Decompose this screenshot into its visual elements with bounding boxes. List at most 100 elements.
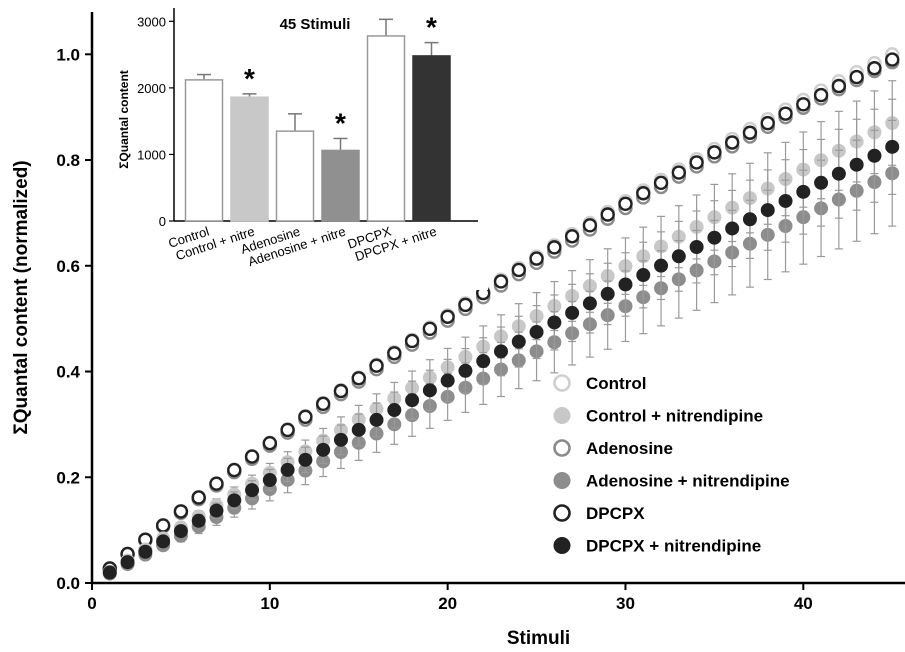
data-point <box>600 286 615 301</box>
data-point <box>440 373 455 388</box>
x-axis-title: Stimuli <box>507 628 570 649</box>
legend-label: Adenosine <box>586 439 673 458</box>
data-point <box>778 106 793 121</box>
y-tick-label: 0.6 <box>56 257 80 276</box>
data-point <box>458 363 473 378</box>
legend-label: Control <box>586 374 646 393</box>
data-point <box>155 518 171 533</box>
data-point <box>707 145 722 160</box>
data-point <box>333 383 349 399</box>
data-point <box>547 240 562 255</box>
data-point <box>387 346 402 361</box>
data-point <box>796 97 811 112</box>
y-tick-label: 0.2 <box>56 468 80 487</box>
data-point <box>831 78 847 94</box>
data-point <box>653 175 669 191</box>
data-point <box>885 52 900 67</box>
data-point <box>582 296 597 311</box>
data-point <box>511 334 526 349</box>
data-point <box>422 321 438 337</box>
data-point <box>227 493 242 508</box>
inset-y-axis-title: ΣQuantal content <box>117 70 131 169</box>
x-tick-label: 30 <box>616 594 635 613</box>
data-point <box>529 251 544 266</box>
series-5 <box>102 98 900 580</box>
data-point <box>209 476 224 491</box>
data-point <box>138 544 153 559</box>
data-point <box>796 184 811 199</box>
data-point <box>565 305 580 320</box>
data-point <box>618 196 633 212</box>
data-point <box>618 277 633 292</box>
data-point <box>564 229 580 244</box>
data-point <box>102 565 117 580</box>
data-point <box>262 435 278 451</box>
data-point <box>245 483 260 498</box>
data-point <box>440 309 455 324</box>
data-point <box>227 462 242 478</box>
legend-label: Control + nitrendipine <box>586 407 763 426</box>
data-point <box>724 135 740 150</box>
data-point <box>120 555 135 570</box>
data-point <box>191 490 206 505</box>
legend-label: DPCPX <box>586 504 645 523</box>
data-point <box>813 87 829 103</box>
data-point <box>582 218 598 233</box>
data-point <box>173 504 189 519</box>
data-point <box>173 524 188 539</box>
data-point <box>405 393 420 408</box>
data-point <box>351 371 366 386</box>
x-tick-label: 40 <box>794 594 813 613</box>
legend-label: Adenosine + nitrendipine <box>586 472 790 491</box>
inset-bar <box>366 35 406 222</box>
data-point <box>689 239 704 254</box>
data-point <box>387 403 402 418</box>
data-point <box>547 315 562 330</box>
legend-label: DPCPX + nitrendipine <box>586 537 761 556</box>
data-point <box>814 175 829 190</box>
inset-y-tick-label: 0 <box>159 214 166 229</box>
data-point <box>422 383 437 398</box>
data-point <box>458 297 473 313</box>
data-point <box>404 333 420 349</box>
x-tick-label: 10 <box>260 594 279 613</box>
legend: Control Control + nitrendipine Adenosine Ad… <box>553 374 790 556</box>
data-point <box>867 148 882 163</box>
data-point <box>654 258 669 273</box>
y-axis-title: ΣQuantal content (normalized) <box>11 160 32 434</box>
legend-marker <box>553 537 571 554</box>
inset-bar <box>184 79 224 222</box>
data-point <box>298 452 313 467</box>
legend-marker <box>553 407 571 424</box>
significance-marker: * <box>244 63 255 94</box>
data-point <box>671 249 686 264</box>
data-point <box>885 139 900 154</box>
y-tick-label: 1.0 <box>56 45 80 64</box>
data-point <box>280 462 295 477</box>
data-point <box>600 207 615 222</box>
inset-y-tick-label: 1000 <box>137 147 166 162</box>
data-point <box>671 165 687 180</box>
data-point <box>778 193 793 208</box>
inset-bar <box>321 149 360 222</box>
x-tick-label: 0 <box>87 594 96 613</box>
significance-marker: * <box>335 107 346 138</box>
data-point <box>369 412 384 427</box>
data-point <box>636 268 651 283</box>
data-point <box>494 344 508 359</box>
inset-title: 45 Stimuli <box>280 16 351 33</box>
data-point <box>351 422 366 437</box>
inset-y-tick-label: 2000 <box>137 81 166 96</box>
y-tick-label: 0.0 <box>56 574 80 593</box>
data-point <box>867 61 882 76</box>
data-point <box>369 358 384 373</box>
data-point <box>725 221 740 236</box>
x-tick-label: 20 <box>438 594 457 613</box>
data-point <box>831 166 846 181</box>
data-point <box>191 513 206 528</box>
data-point <box>511 262 526 278</box>
y-tick-label: 0.8 <box>56 151 80 170</box>
data-point <box>742 125 758 140</box>
inset-y-tick-label: 3000 <box>137 14 166 29</box>
